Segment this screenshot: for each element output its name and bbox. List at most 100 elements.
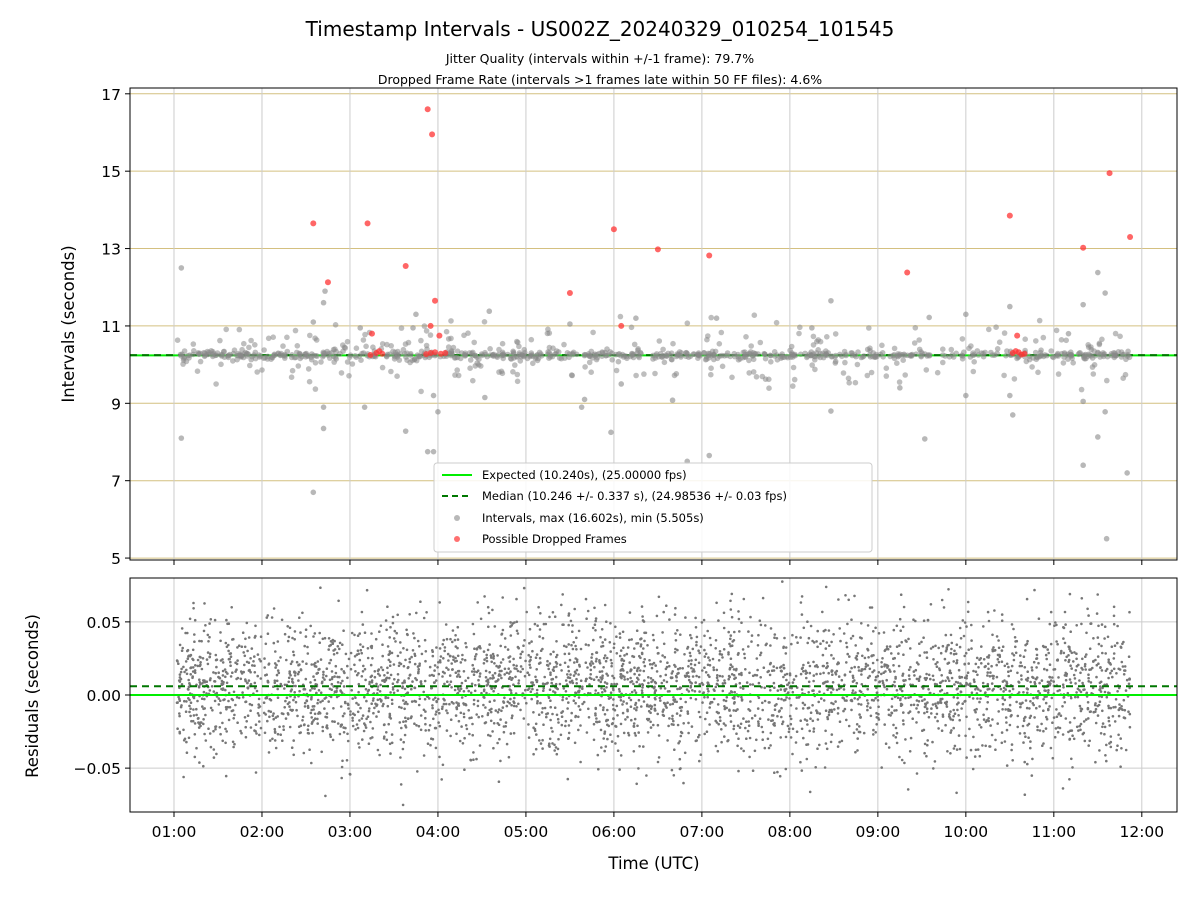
interval-point	[708, 371, 714, 378]
residual-point	[343, 671, 346, 675]
interval-point	[921, 436, 928, 442]
residual-point	[678, 686, 682, 689]
residual-point	[570, 643, 573, 647]
residual-point	[574, 691, 577, 694]
interval-point	[252, 342, 258, 348]
residual-point	[673, 613, 677, 616]
residual-point	[476, 704, 480, 708]
residual-point	[897, 664, 901, 668]
residual-point	[927, 673, 931, 677]
interval-point	[740, 349, 747, 356]
residual-point	[212, 690, 216, 693]
residual-point	[445, 637, 449, 641]
residual-point	[855, 681, 859, 685]
residual-point	[767, 746, 771, 750]
residual-point	[386, 704, 390, 708]
residual-point	[266, 632, 270, 635]
residual-point	[555, 655, 558, 659]
residual-point	[280, 712, 284, 715]
residual-point	[581, 685, 584, 688]
residual-point	[567, 623, 570, 627]
residual-point	[701, 669, 704, 672]
residual-point	[561, 698, 564, 702]
dropped-frame-point	[324, 279, 331, 286]
residual-point	[795, 707, 798, 710]
residual-point	[430, 686, 434, 690]
residual-point	[343, 712, 346, 715]
residual-point	[952, 708, 955, 712]
residual-point	[388, 652, 392, 655]
residual-point	[1113, 644, 1117, 647]
residual-point	[363, 722, 366, 725]
interval-point	[384, 341, 390, 348]
residual-point	[386, 645, 390, 648]
residual-point	[1024, 699, 1028, 702]
residual-point	[610, 682, 613, 686]
residual-point	[736, 744, 739, 748]
residual-point	[753, 749, 757, 753]
residual-point	[202, 690, 206, 694]
residual-point	[350, 689, 354, 692]
residual-point	[618, 636, 622, 639]
interval-point	[883, 373, 890, 379]
residual-point	[812, 660, 815, 664]
residual-point	[642, 700, 646, 703]
residual-point	[509, 689, 513, 692]
residual-point	[695, 643, 698, 647]
residual-point	[509, 625, 512, 628]
dropped-frame-point	[610, 226, 617, 233]
residual-point	[930, 707, 933, 710]
residual-point	[603, 732, 606, 735]
residual-point	[339, 705, 343, 708]
residual-point	[1035, 653, 1039, 657]
residual-point	[603, 603, 607, 607]
residual-point	[633, 672, 636, 676]
residual-point	[925, 672, 928, 676]
residual-point	[978, 658, 981, 661]
residual-point	[232, 690, 236, 694]
residual-point	[784, 646, 788, 649]
residual-point	[457, 719, 461, 723]
residual-point	[713, 689, 716, 692]
residual-point	[441, 670, 445, 674]
residual-point	[353, 655, 357, 658]
residual-point	[374, 637, 378, 641]
residual-point	[874, 675, 878, 679]
interval-point	[790, 383, 796, 389]
residual-point	[862, 731, 866, 735]
residual-point	[703, 696, 706, 699]
interval-point	[742, 353, 748, 360]
interval-point	[394, 373, 400, 380]
residual-point	[575, 682, 578, 685]
residual-point	[406, 717, 410, 721]
residual-point	[737, 651, 740, 655]
residual-point	[963, 621, 967, 624]
interval-point	[1058, 337, 1065, 343]
residual-point	[635, 708, 638, 712]
interval-point	[213, 381, 219, 387]
residual-point	[988, 745, 992, 748]
residual-point	[1045, 715, 1048, 719]
residual-point	[1051, 756, 1055, 760]
residual-point	[668, 618, 671, 621]
residual-point	[979, 697, 982, 700]
residual-point	[777, 697, 780, 700]
residual-point	[664, 673, 668, 677]
residual-point	[892, 723, 895, 727]
residual-point	[663, 687, 667, 690]
residual-point	[175, 659, 179, 662]
interval-point	[510, 351, 517, 357]
residual-point	[486, 648, 490, 652]
residual-point	[637, 731, 640, 734]
residual-point	[889, 670, 892, 673]
residual-point	[761, 596, 765, 600]
interval-point	[221, 348, 227, 355]
residual-point	[187, 736, 191, 740]
residual-point	[584, 679, 587, 683]
residual-point	[868, 674, 871, 678]
residual-point	[330, 677, 334, 681]
chart-subtitle-dropped: Dropped Frame Rate (intervals >1 frames …	[378, 72, 822, 87]
residual-point	[955, 791, 958, 795]
residual-point	[847, 724, 851, 728]
residual-point	[321, 637, 325, 641]
